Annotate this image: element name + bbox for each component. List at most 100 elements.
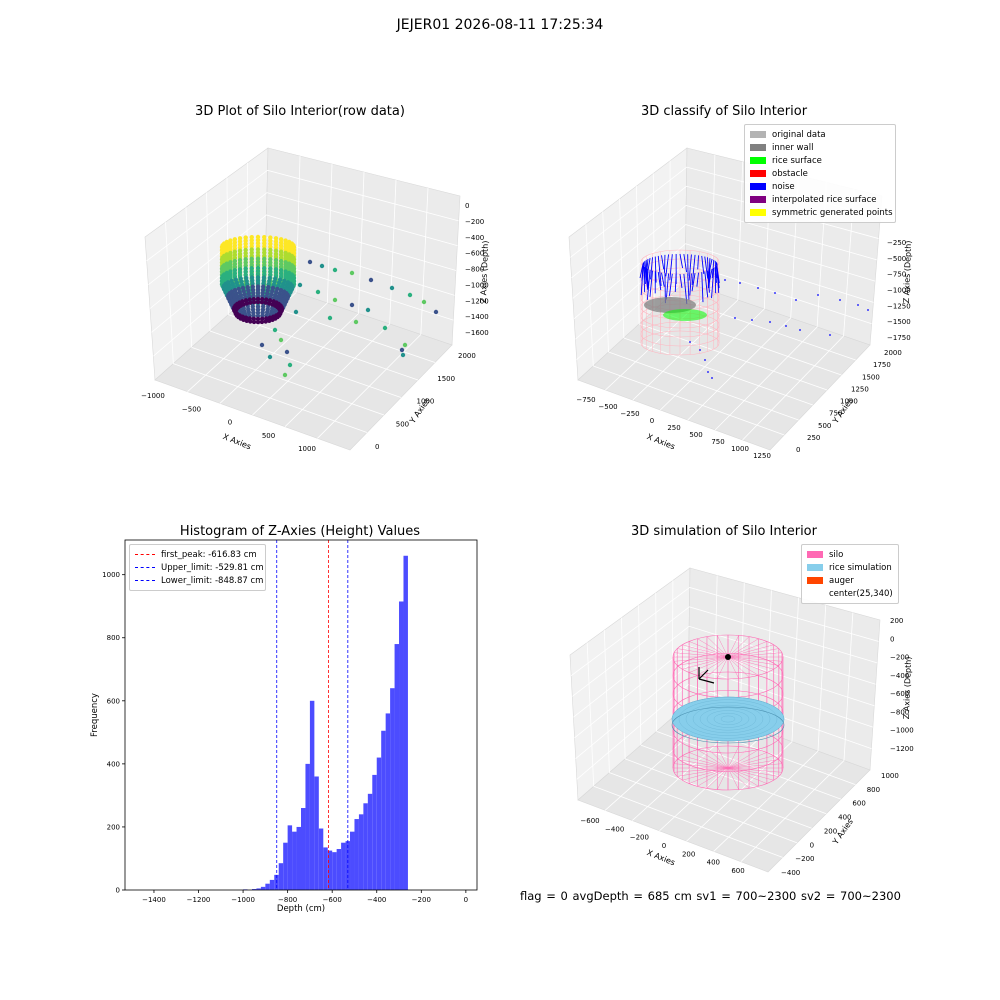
legend-swatch xyxy=(750,170,766,177)
data-point xyxy=(224,273,230,279)
grid-line xyxy=(714,326,818,431)
legend-item: silo xyxy=(807,548,893,561)
data-point xyxy=(268,260,273,265)
data-point xyxy=(278,265,284,270)
noise-point xyxy=(646,258,651,277)
y-tick-label: 600 xyxy=(852,800,865,808)
data-point xyxy=(224,255,230,260)
data-point xyxy=(249,238,254,243)
noise-point xyxy=(689,273,692,296)
data-point xyxy=(332,297,338,303)
data-point xyxy=(255,259,261,264)
x-tick-label: 0 xyxy=(650,417,654,425)
y-tick-label: 500 xyxy=(396,420,409,428)
x-tick-label: 0 xyxy=(228,419,232,427)
x-tick-label: −500 xyxy=(598,403,617,411)
noise-point xyxy=(708,258,713,274)
grid-line xyxy=(632,299,739,401)
hist-bar xyxy=(283,842,288,890)
data-point xyxy=(297,282,303,288)
noise-point xyxy=(704,256,709,279)
rice-mesh xyxy=(713,713,743,726)
legend-label: Lower_limit: -848.87 cm xyxy=(161,575,264,586)
silo-spoke xyxy=(717,746,729,769)
silo-spoke xyxy=(682,755,729,769)
data-point xyxy=(228,256,233,262)
noise-point xyxy=(707,258,711,289)
rice-mesh xyxy=(706,710,750,728)
noise-point xyxy=(650,257,653,280)
noise-point xyxy=(689,341,691,343)
silo-spoke xyxy=(697,749,729,769)
grid-line xyxy=(575,664,873,759)
y-tick-label: 1750 xyxy=(873,361,891,369)
legend-swatch xyxy=(750,131,766,138)
data-point xyxy=(232,258,238,264)
data-point xyxy=(273,239,279,244)
x-tick-label: 1000 xyxy=(731,445,749,453)
hist-title: Histogram of Z-Axies (Height) Values xyxy=(179,524,421,539)
legend-swatch xyxy=(135,580,155,581)
noise-point xyxy=(774,292,776,294)
x-tick-label: 500 xyxy=(689,431,702,439)
x-tick-label: −250 xyxy=(620,410,639,418)
rice-mesh xyxy=(692,704,764,734)
silo-spoke xyxy=(727,648,779,658)
z-tick-label: −800 xyxy=(890,708,909,716)
z-tick-label: −1000 xyxy=(887,287,911,295)
data-point xyxy=(224,270,230,276)
silo-spoke xyxy=(677,767,729,777)
raw-plot-title: 3D Plot of Silo Interior(row data) xyxy=(195,104,405,119)
hist-bar xyxy=(256,888,261,890)
sim-legend: silo rice simulation auger center(25,340) xyxy=(801,544,899,604)
x-tick-label: −500 xyxy=(182,405,201,413)
data-point xyxy=(243,247,248,253)
noise-point xyxy=(691,273,696,292)
data-point xyxy=(243,269,248,274)
noise-point xyxy=(661,255,665,270)
data-point xyxy=(249,247,254,252)
data-point xyxy=(262,256,267,262)
noise-point xyxy=(714,260,717,283)
hist-vlines xyxy=(276,540,349,890)
data-point xyxy=(278,271,284,276)
data-point xyxy=(255,299,261,305)
data-point xyxy=(283,266,288,271)
rice-simulation xyxy=(671,696,785,742)
data-point xyxy=(228,241,233,246)
data-point xyxy=(243,238,248,243)
legend-label: Upper_limit: -529.81 cm xyxy=(161,562,264,573)
data-point xyxy=(249,262,254,268)
silo-spoke xyxy=(674,656,729,662)
legend-label: noise xyxy=(772,181,795,192)
grid-line xyxy=(639,323,828,391)
noise-point xyxy=(817,294,819,296)
silo-spoke xyxy=(727,641,767,658)
hist-bar xyxy=(403,555,408,890)
data-point xyxy=(255,296,261,302)
grid-line xyxy=(572,204,877,299)
y-tick-label: 250 xyxy=(807,434,820,442)
legend-label: center(25,340) xyxy=(829,588,893,599)
noise-point xyxy=(643,261,646,284)
noise-point xyxy=(785,325,787,327)
data-point xyxy=(243,266,248,271)
silo-spoke xyxy=(677,656,729,666)
silo-spoke xyxy=(727,752,767,769)
data-point xyxy=(273,264,279,269)
data-point xyxy=(255,244,261,249)
data-point xyxy=(319,263,325,269)
hist-bar xyxy=(296,826,301,890)
grid-line xyxy=(791,597,799,742)
legend-label: silo xyxy=(829,549,844,560)
data-point xyxy=(255,287,261,292)
hist-bar xyxy=(314,776,319,890)
figure-title: JEJER01 2026-08-11 17:25:34 xyxy=(396,17,604,33)
data-point xyxy=(332,267,338,273)
hist-bar xyxy=(399,601,404,890)
data-point xyxy=(251,300,257,305)
legend-item: center(25,340) xyxy=(807,587,893,600)
y-tick-label: −400 xyxy=(781,869,800,877)
y-tick-label: 0 xyxy=(375,443,379,451)
